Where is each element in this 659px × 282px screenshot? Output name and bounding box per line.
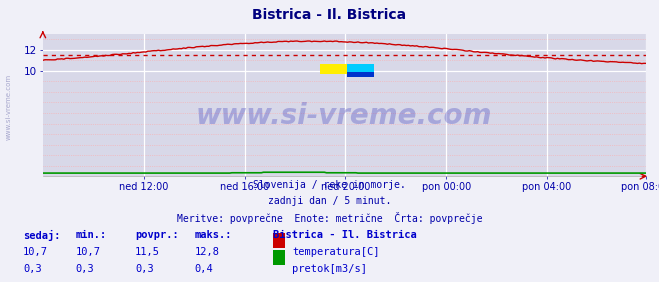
Text: Bistrica - Il. Bistrica: Bistrica - Il. Bistrica (252, 8, 407, 23)
Text: maks.:: maks.: (194, 230, 232, 240)
Text: 0,3: 0,3 (135, 264, 154, 274)
Text: www.si-vreme.com: www.si-vreme.com (5, 74, 11, 140)
Bar (347, 64, 374, 74)
Text: 10,7: 10,7 (76, 247, 101, 257)
Text: sedaj:: sedaj: (23, 230, 61, 241)
Text: povpr.:: povpr.: (135, 230, 179, 240)
Text: Slovenija / reke in morje.: Slovenija / reke in morje. (253, 180, 406, 190)
Bar (347, 72, 374, 77)
Text: min.:: min.: (76, 230, 107, 240)
Text: Meritve: povprečne  Enote: metrične  Črta: povprečje: Meritve: povprečne Enote: metrične Črta:… (177, 212, 482, 224)
Text: 12,8: 12,8 (194, 247, 219, 257)
Text: 0,4: 0,4 (194, 264, 213, 274)
Text: temperatura[C]: temperatura[C] (292, 247, 380, 257)
Text: pretok[m3/s]: pretok[m3/s] (292, 264, 367, 274)
Text: www.si-vreme.com: www.si-vreme.com (196, 102, 492, 131)
Text: 0,3: 0,3 (76, 264, 94, 274)
Text: 10,7: 10,7 (23, 247, 48, 257)
Text: Bistrica - Il. Bistrica: Bistrica - Il. Bistrica (273, 230, 417, 240)
Text: 11,5: 11,5 (135, 247, 160, 257)
Text: zadnji dan / 5 minut.: zadnji dan / 5 minut. (268, 196, 391, 206)
Text: 0,3: 0,3 (23, 264, 42, 274)
Bar (320, 64, 347, 74)
